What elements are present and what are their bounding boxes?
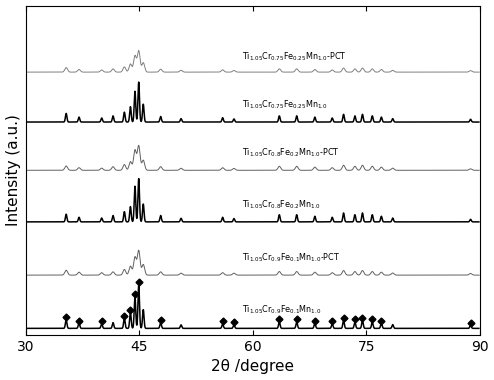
Y-axis label: Intensity (a.u.): Intensity (a.u.) [5,114,21,226]
Text: Ti$_{1.05}$Cr$_{0.75}$Fe$_{0.25}$Mn$_{1.0}$: Ti$_{1.05}$Cr$_{0.75}$Fe$_{0.25}$Mn$_{1.… [242,98,328,111]
Text: Ti$_{1.05}$Cr$_{0.8}$Fe$_{0.2}$Mn$_{1.0}$: Ti$_{1.05}$Cr$_{0.8}$Fe$_{0.2}$Mn$_{1.0}… [242,198,321,211]
Text: Ti$_{1.05}$Cr$_{0.75}$Fe$_{0.25}$Mn$_{1.0}$-PCT: Ti$_{1.05}$Cr$_{0.75}$Fe$_{0.25}$Mn$_{1.… [242,50,346,63]
Text: Ti$_{1.05}$Cr$_{0.9}$Fe$_{0.1}$Mn$_{1.0}$-PCT: Ti$_{1.05}$Cr$_{0.9}$Fe$_{0.1}$Mn$_{1.0}… [242,251,340,264]
Text: Ti$_{1.05}$Cr$_{0.9}$Fe$_{0.1}$Mn$_{1.0}$: Ti$_{1.05}$Cr$_{0.9}$Fe$_{0.1}$Mn$_{1.0}… [242,304,321,317]
Text: Ti$_{1.05}$Cr$_{0.8}$Fe$_{0.2}$Mn$_{1.0}$-PCT: Ti$_{1.05}$Cr$_{0.8}$Fe$_{0.2}$Mn$_{1.0}… [242,146,339,159]
X-axis label: 2θ /degree: 2θ /degree [211,359,294,374]
